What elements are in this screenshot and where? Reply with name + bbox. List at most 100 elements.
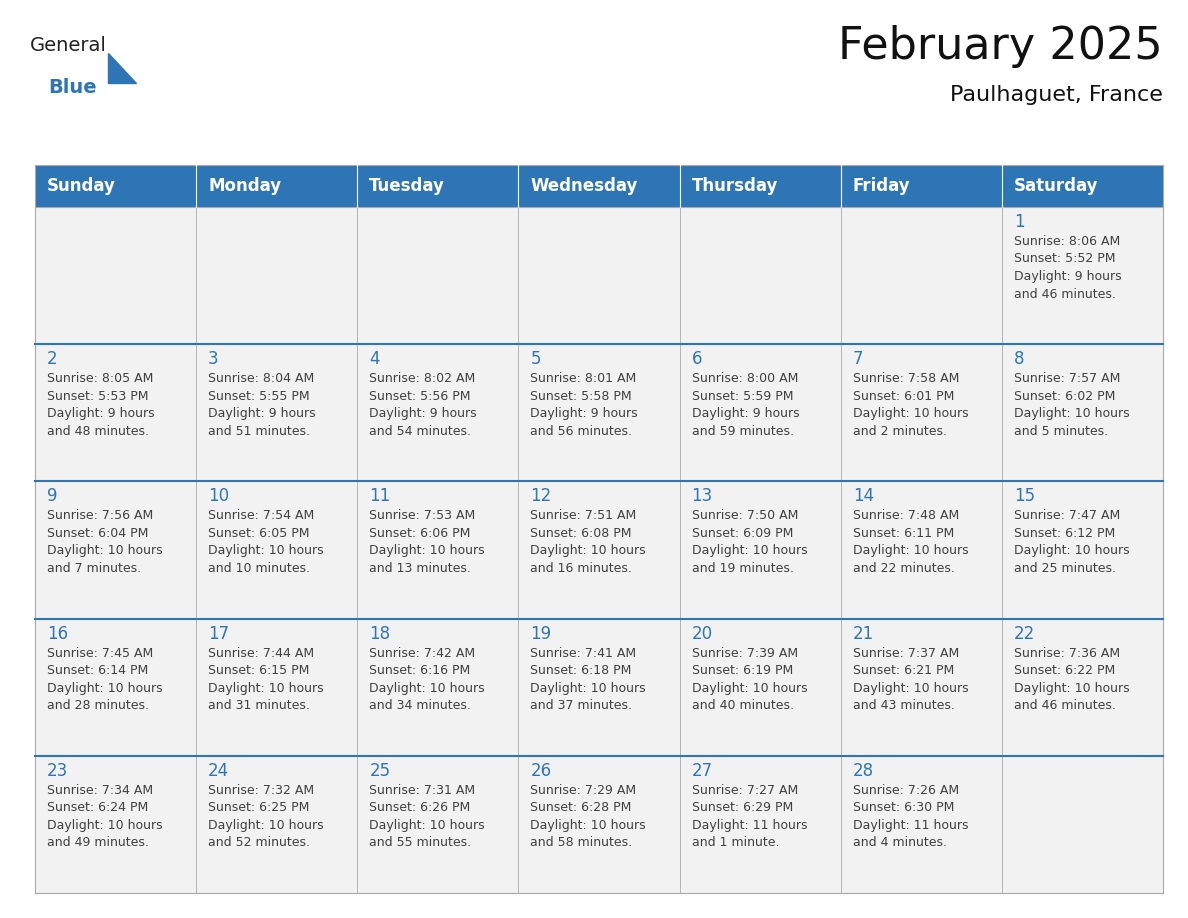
Text: and 13 minutes.: and 13 minutes. <box>369 562 472 575</box>
Bar <box>841 207 1001 344</box>
Text: Sunrise: 7:37 AM: Sunrise: 7:37 AM <box>853 646 959 660</box>
Text: and 55 minutes.: and 55 minutes. <box>369 836 472 849</box>
Text: Sunset: 6:01 PM: Sunset: 6:01 PM <box>853 390 954 403</box>
Bar <box>358 481 518 619</box>
Text: and 1 minute.: and 1 minute. <box>691 836 779 849</box>
Bar <box>196 207 358 344</box>
Text: Paulhaguet, France: Paulhaguet, France <box>950 85 1163 105</box>
Text: Sunrise: 7:53 AM: Sunrise: 7:53 AM <box>369 509 475 522</box>
Text: Monday: Monday <box>208 177 282 195</box>
Text: 2: 2 <box>48 350 58 368</box>
Bar <box>358 619 518 756</box>
Text: 23: 23 <box>48 762 68 779</box>
Bar <box>1001 756 1163 893</box>
Text: Daylight: 10 hours: Daylight: 10 hours <box>48 681 163 695</box>
Text: Sunset: 6:29 PM: Sunset: 6:29 PM <box>691 801 792 814</box>
Text: Sunset: 6:14 PM: Sunset: 6:14 PM <box>48 664 148 677</box>
Text: Daylight: 10 hours: Daylight: 10 hours <box>208 819 324 832</box>
Text: Daylight: 10 hours: Daylight: 10 hours <box>369 819 485 832</box>
Text: Daylight: 10 hours: Daylight: 10 hours <box>369 681 485 695</box>
Text: 13: 13 <box>691 487 713 506</box>
Text: Sunset: 6:09 PM: Sunset: 6:09 PM <box>691 527 792 540</box>
Text: Wednesday: Wednesday <box>530 177 638 195</box>
Text: Sunrise: 7:45 AM: Sunrise: 7:45 AM <box>48 646 153 660</box>
Bar <box>34 165 1163 207</box>
Text: and 19 minutes.: and 19 minutes. <box>691 562 794 575</box>
Text: Friday: Friday <box>853 177 910 195</box>
Text: and 2 minutes.: and 2 minutes. <box>853 425 947 438</box>
Bar <box>518 344 680 481</box>
Text: Saturday: Saturday <box>1013 177 1099 195</box>
Text: Sunrise: 8:02 AM: Sunrise: 8:02 AM <box>369 372 475 386</box>
Text: 9: 9 <box>48 487 57 506</box>
Text: Daylight: 10 hours: Daylight: 10 hours <box>853 544 968 557</box>
Text: 22: 22 <box>1013 624 1035 643</box>
Text: Sunday: Sunday <box>48 177 116 195</box>
Text: February 2025: February 2025 <box>839 25 1163 68</box>
Text: Daylight: 10 hours: Daylight: 10 hours <box>48 544 163 557</box>
Text: Sunrise: 7:58 AM: Sunrise: 7:58 AM <box>853 372 959 386</box>
Text: and 49 minutes.: and 49 minutes. <box>48 836 148 849</box>
Text: Sunset: 6:18 PM: Sunset: 6:18 PM <box>530 664 632 677</box>
Text: and 43 minutes.: and 43 minutes. <box>853 700 955 712</box>
Bar <box>196 756 358 893</box>
Text: Sunset: 5:55 PM: Sunset: 5:55 PM <box>208 390 310 403</box>
Bar <box>196 619 358 756</box>
Text: Daylight: 11 hours: Daylight: 11 hours <box>691 819 807 832</box>
Bar <box>358 756 518 893</box>
Text: and 54 minutes.: and 54 minutes. <box>369 425 472 438</box>
Text: 16: 16 <box>48 624 68 643</box>
Text: Sunrise: 7:39 AM: Sunrise: 7:39 AM <box>691 646 797 660</box>
Text: Sunrise: 7:54 AM: Sunrise: 7:54 AM <box>208 509 315 522</box>
Text: Sunset: 6:06 PM: Sunset: 6:06 PM <box>369 527 470 540</box>
Text: Sunrise: 7:41 AM: Sunrise: 7:41 AM <box>530 646 637 660</box>
Text: Sunrise: 8:01 AM: Sunrise: 8:01 AM <box>530 372 637 386</box>
Bar <box>34 344 196 481</box>
Text: Daylight: 9 hours: Daylight: 9 hours <box>369 408 476 420</box>
Text: 26: 26 <box>530 762 551 779</box>
Text: Tuesday: Tuesday <box>369 177 446 195</box>
Text: Daylight: 9 hours: Daylight: 9 hours <box>530 408 638 420</box>
Text: Sunset: 6:26 PM: Sunset: 6:26 PM <box>369 801 470 814</box>
Text: Sunset: 6:28 PM: Sunset: 6:28 PM <box>530 801 632 814</box>
Text: Sunset: 6:24 PM: Sunset: 6:24 PM <box>48 801 148 814</box>
Text: 27: 27 <box>691 762 713 779</box>
Text: Sunset: 6:25 PM: Sunset: 6:25 PM <box>208 801 310 814</box>
Text: Daylight: 9 hours: Daylight: 9 hours <box>208 408 316 420</box>
Text: Daylight: 9 hours: Daylight: 9 hours <box>1013 270 1121 283</box>
Text: 10: 10 <box>208 487 229 506</box>
Text: Sunset: 5:53 PM: Sunset: 5:53 PM <box>48 390 148 403</box>
Text: Daylight: 11 hours: Daylight: 11 hours <box>853 819 968 832</box>
Text: and 52 minutes.: and 52 minutes. <box>208 836 310 849</box>
Text: 19: 19 <box>530 624 551 643</box>
Text: 12: 12 <box>530 487 551 506</box>
Text: Sunset: 6:30 PM: Sunset: 6:30 PM <box>853 801 954 814</box>
Bar <box>1001 481 1163 619</box>
Text: 11: 11 <box>369 487 391 506</box>
Bar <box>34 756 196 893</box>
Bar <box>680 207 841 344</box>
Text: Sunset: 5:52 PM: Sunset: 5:52 PM <box>1013 252 1116 265</box>
Bar <box>518 207 680 344</box>
Text: Daylight: 10 hours: Daylight: 10 hours <box>48 819 163 832</box>
Text: and 5 minutes.: and 5 minutes. <box>1013 425 1108 438</box>
Text: Sunset: 6:21 PM: Sunset: 6:21 PM <box>853 664 954 677</box>
Text: and 10 minutes.: and 10 minutes. <box>208 562 310 575</box>
Bar <box>196 344 358 481</box>
Bar <box>1001 207 1163 344</box>
Text: 15: 15 <box>1013 487 1035 506</box>
Bar <box>518 756 680 893</box>
Text: Sunrise: 7:42 AM: Sunrise: 7:42 AM <box>369 646 475 660</box>
Bar <box>841 619 1001 756</box>
Text: Sunrise: 7:50 AM: Sunrise: 7:50 AM <box>691 509 798 522</box>
Text: and 58 minutes.: and 58 minutes. <box>530 836 632 849</box>
Text: Daylight: 10 hours: Daylight: 10 hours <box>691 681 807 695</box>
Text: Daylight: 9 hours: Daylight: 9 hours <box>691 408 800 420</box>
Text: Sunrise: 8:06 AM: Sunrise: 8:06 AM <box>1013 235 1120 248</box>
Text: Sunset: 6:12 PM: Sunset: 6:12 PM <box>1013 527 1116 540</box>
Text: Sunrise: 8:05 AM: Sunrise: 8:05 AM <box>48 372 153 386</box>
Text: Sunrise: 7:48 AM: Sunrise: 7:48 AM <box>853 509 959 522</box>
Bar <box>680 619 841 756</box>
Text: Sunset: 6:22 PM: Sunset: 6:22 PM <box>1013 664 1116 677</box>
Bar <box>34 619 196 756</box>
